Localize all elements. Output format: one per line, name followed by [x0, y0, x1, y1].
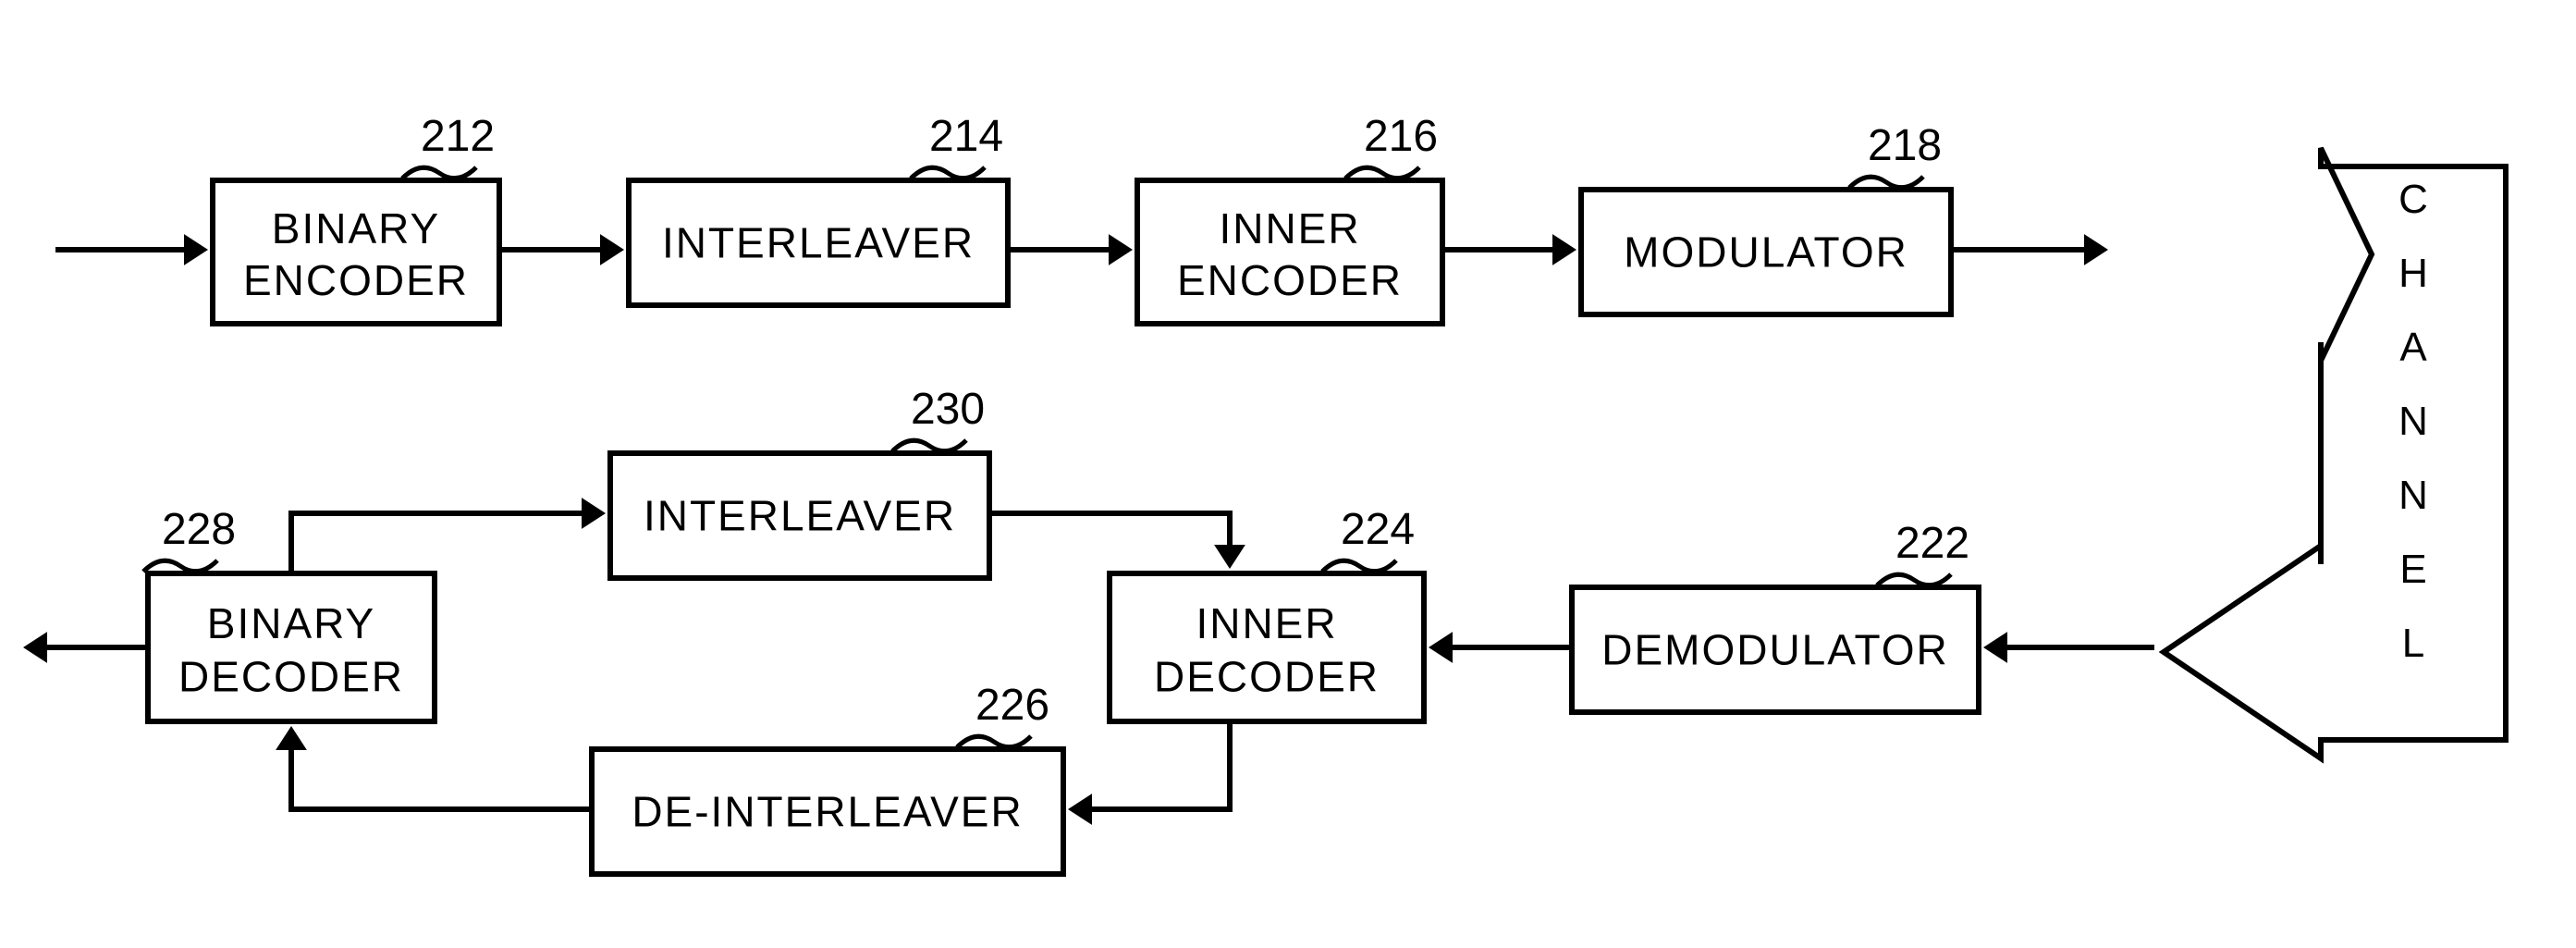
binary_decoder-label-2: DECODER [178, 652, 404, 700]
channel-letter: N [2398, 399, 2428, 444]
channel-letter: H [2398, 251, 2428, 296]
interleaver_mid-label: INTERLEAVER [644, 492, 956, 540]
demodulator-block: DEMODULATOR 222 [1572, 519, 1979, 712]
inner_decoder-refnum: 224 [1341, 505, 1415, 554]
modulator-label: MODULATOR [1624, 228, 1908, 277]
binary_encoder-block: BINARYENCODER 212 [213, 112, 499, 324]
interleaver_top-block: INTERLEAVER 214 [629, 112, 1008, 305]
inner_decoder-label-1: INNER [1196, 599, 1337, 647]
binary_encoder-label-2: ENCODER [243, 256, 469, 304]
interleaver_mid-block: INTERLEAVER 230 [610, 385, 989, 578]
binary_decoder-refnum: 228 [162, 505, 236, 554]
interleaver_mid-refnum: 230 [911, 385, 985, 434]
channel-letter: C [2398, 177, 2428, 222]
interleaver_top-refnum: 214 [929, 112, 1003, 161]
deinterleaver-refnum: 226 [975, 681, 1049, 730]
interleaver_top-label: INTERLEAVER [662, 219, 975, 267]
channel-letter: L [2402, 621, 2424, 666]
inner_encoder-label-2: ENCODER [1177, 256, 1403, 304]
modulator-refnum: 218 [1868, 121, 1942, 170]
binary_encoder-refnum: 212 [421, 112, 495, 161]
channel-shape [2164, 148, 2506, 758]
binary_decoder-label-1: BINARY [207, 599, 375, 647]
binary_encoder-label-1: BINARY [272, 204, 440, 252]
block-diagram: CHANNEL BINARYENCODER212INTERLEAVER214IN… [0, 0, 2576, 948]
inner_decoder-label-2: DECODER [1154, 652, 1380, 700]
demodulator-refnum: 222 [1895, 519, 1969, 568]
modulator-block: MODULATOR 218 [1581, 121, 1951, 314]
deinterleaver-block: DE-INTERLEAVER 226 [592, 681, 1063, 874]
channel-letter: N [2398, 473, 2428, 518]
inner_encoder-label-1: INNER [1219, 204, 1360, 252]
inner_encoder-block: INNERENCODER 216 [1137, 112, 1442, 324]
deinterleaver-label: DE-INTERLEAVER [632, 788, 1023, 836]
demodulator-label: DEMODULATOR [1601, 626, 1949, 674]
channel-letter: E [2399, 547, 2426, 592]
deinterleaver-to-binary-decoder [291, 746, 592, 809]
inner_encoder-refnum: 216 [1364, 112, 1438, 161]
interleaver-mid-to-inner-decoder [989, 513, 1230, 548]
channel-letter: A [2399, 325, 2427, 370]
inner-decoder-to-deinterleaver [1088, 721, 1230, 809]
inner_decoder-block: INNER DECODER 224 [1110, 505, 1424, 721]
binary-decoder-to-interleaver-mid [291, 513, 585, 573]
